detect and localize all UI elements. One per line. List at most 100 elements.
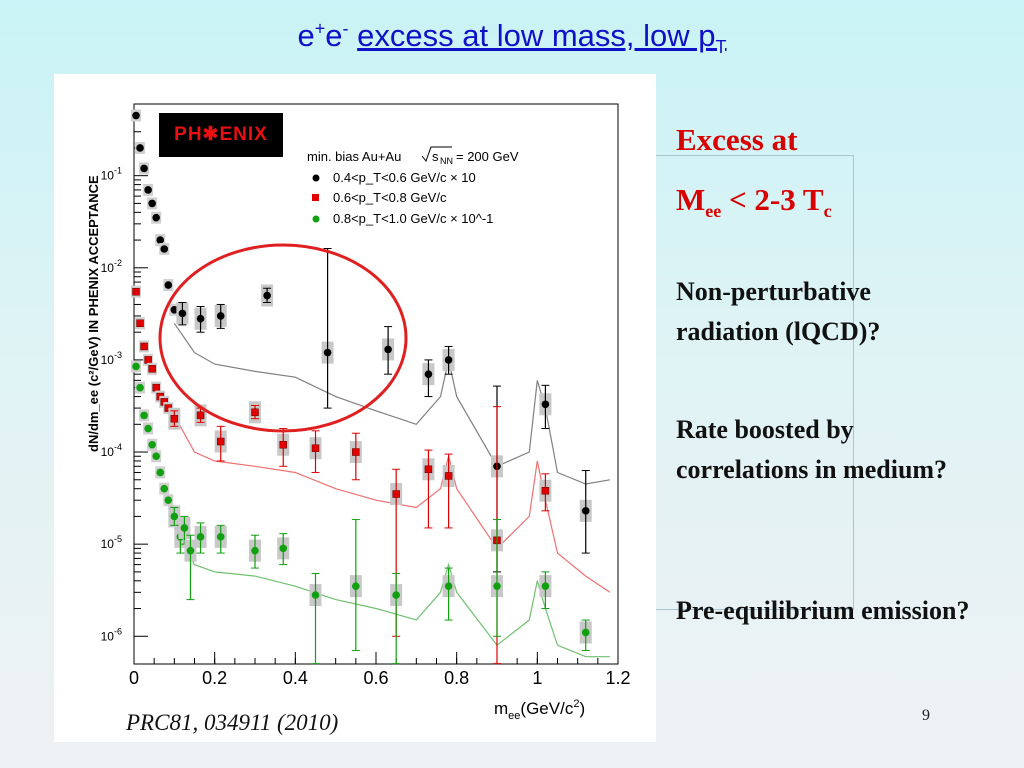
data-point-black (541, 400, 550, 409)
data-point-green (186, 546, 195, 555)
y-axis-label: dN/dm_ee (c²/GeV) IN PHENIX ACCEPTANCE (86, 175, 101, 452)
data-point-green (148, 440, 156, 449)
data-point-green (196, 533, 205, 541)
decor-line-right (853, 155, 854, 610)
data-point-green (152, 452, 160, 461)
data-point-green (392, 591, 400, 599)
figure-panel (54, 74, 656, 742)
legend-sqrt-s: s (432, 149, 439, 164)
data-point-black (170, 305, 179, 314)
dilepton-mass-chart: 0 0.2 0.4 0.6 0.8 1 1.2 10-1 10-2 10-3 10-4 10-5 10-… (86, 103, 631, 722)
data-point-green (541, 582, 550, 590)
data-point-black (263, 291, 271, 300)
data-point-green (180, 524, 189, 532)
data-point-black (196, 314, 205, 323)
x-tick-label: 1.2 (605, 668, 630, 688)
title-minus: - (342, 18, 349, 39)
tick-labels: 0 0.2 0.4 0.6 0.8 1 1.2 10-1 10-2 10-3 10-4 10-5 10-… (101, 166, 631, 688)
point-non-perturbative: Non-perturbative radiation (lQCD)? (676, 277, 881, 346)
legend-sqrt-sub: NN (440, 156, 453, 166)
data-point-black (144, 186, 152, 194)
x-tick-label: 0.8 (444, 668, 469, 688)
data-point-black (424, 370, 433, 378)
data-point-black (132, 111, 140, 120)
data-point-black (160, 245, 169, 253)
data-point-red (148, 365, 156, 373)
data-point-red (132, 287, 140, 296)
data-point-black (444, 356, 453, 364)
data-point-green (279, 544, 288, 553)
legend-marker-green (312, 215, 320, 223)
data-point-black (581, 507, 590, 515)
data-point-red (541, 486, 550, 495)
data-point-green (132, 362, 140, 371)
data-point-red (170, 414, 179, 423)
x-tick-label: 0.6 (363, 668, 388, 688)
data-point-black (384, 345, 392, 354)
data-point-red (251, 408, 259, 417)
data-point-green (140, 411, 148, 420)
x-tick-label: 1 (532, 668, 542, 688)
point-pre-equilibrium: Pre-equilibrium emission? (676, 596, 970, 625)
x-tick-label: 0.2 (202, 668, 227, 688)
data-point-black (140, 164, 148, 173)
legend-header: min. bias Au+Au (307, 149, 401, 164)
decor-line-bottom (656, 609, 854, 610)
data-point-green (144, 424, 152, 433)
legend-marker-black (312, 174, 320, 182)
data-point-green (156, 468, 165, 477)
data-point-red (311, 444, 320, 452)
point-rate-boosted: Rate boosted by correlations in medium? (676, 415, 948, 484)
title-e: e (297, 18, 315, 53)
legend: min. bias Au+Au s NN = 200 GeV 0.4<p_T<0… (307, 146, 519, 226)
data-point-green (170, 512, 179, 521)
y-tick-label: 10-4 (101, 442, 122, 459)
data-point-green (493, 582, 501, 590)
data-point-black (152, 213, 160, 222)
excess-highlight-circle (158, 243, 408, 433)
data-point-green (352, 582, 360, 590)
y-tick-label: 10-5 (101, 534, 122, 551)
slide-title: e+e- excess at low mass, low pT (0, 18, 1024, 58)
x-tick-label: 0 (129, 668, 139, 688)
data-point-red (392, 490, 400, 498)
data-point-green (160, 484, 169, 493)
data-point-green (164, 496, 173, 505)
data-point-green (311, 591, 320, 599)
data-point-green (581, 628, 590, 637)
data-point-black (178, 309, 187, 318)
data-point-black (164, 281, 173, 289)
y-tick-label: 10-1 (101, 166, 122, 183)
legend-entry-3: 0.8<p_T<1.0 GeV/c × 10^-1 (333, 211, 493, 226)
phenix-logo: PH✱ENIX (159, 113, 283, 157)
citation: PRC81, 034911 (2010) (114, 705, 410, 741)
data-point-red (196, 411, 205, 420)
legend-entry-1: 0.4<p_T<0.6 GeV/c × 10 (333, 170, 476, 185)
y-tick-label: 10-6 (101, 626, 122, 643)
sqrt-sign (421, 146, 452, 163)
data-point-green (251, 546, 259, 555)
data-point-red (279, 440, 287, 449)
data-point-red (352, 448, 360, 456)
data-point-red (144, 356, 152, 364)
data-point-red (444, 472, 453, 480)
title-plus: + (314, 18, 326, 39)
data-point-black (323, 348, 332, 357)
data-point-red (216, 437, 225, 446)
title-main-text: excess at low mass, low p (357, 18, 716, 53)
title-sub-t: T (715, 37, 727, 58)
y-tick-label: 10-3 (101, 350, 122, 367)
data-point-red (136, 319, 144, 328)
data-point-green (136, 383, 144, 392)
decor-line-top (656, 155, 854, 156)
data-point-black (136, 144, 144, 152)
title-underlined: excess at low mass, low pT (357, 18, 726, 57)
chart-frame (133, 103, 619, 665)
title-e2: e (325, 18, 343, 53)
excess-heading-line2: Mee < 2-3 Tc (676, 182, 832, 222)
data-marks (131, 109, 592, 665)
data-point-green (216, 533, 225, 541)
legend-entry-2: 0.6<p_T<0.8 GeV/c (333, 190, 447, 205)
data-point-green (444, 582, 453, 590)
data-point-black (156, 236, 165, 244)
